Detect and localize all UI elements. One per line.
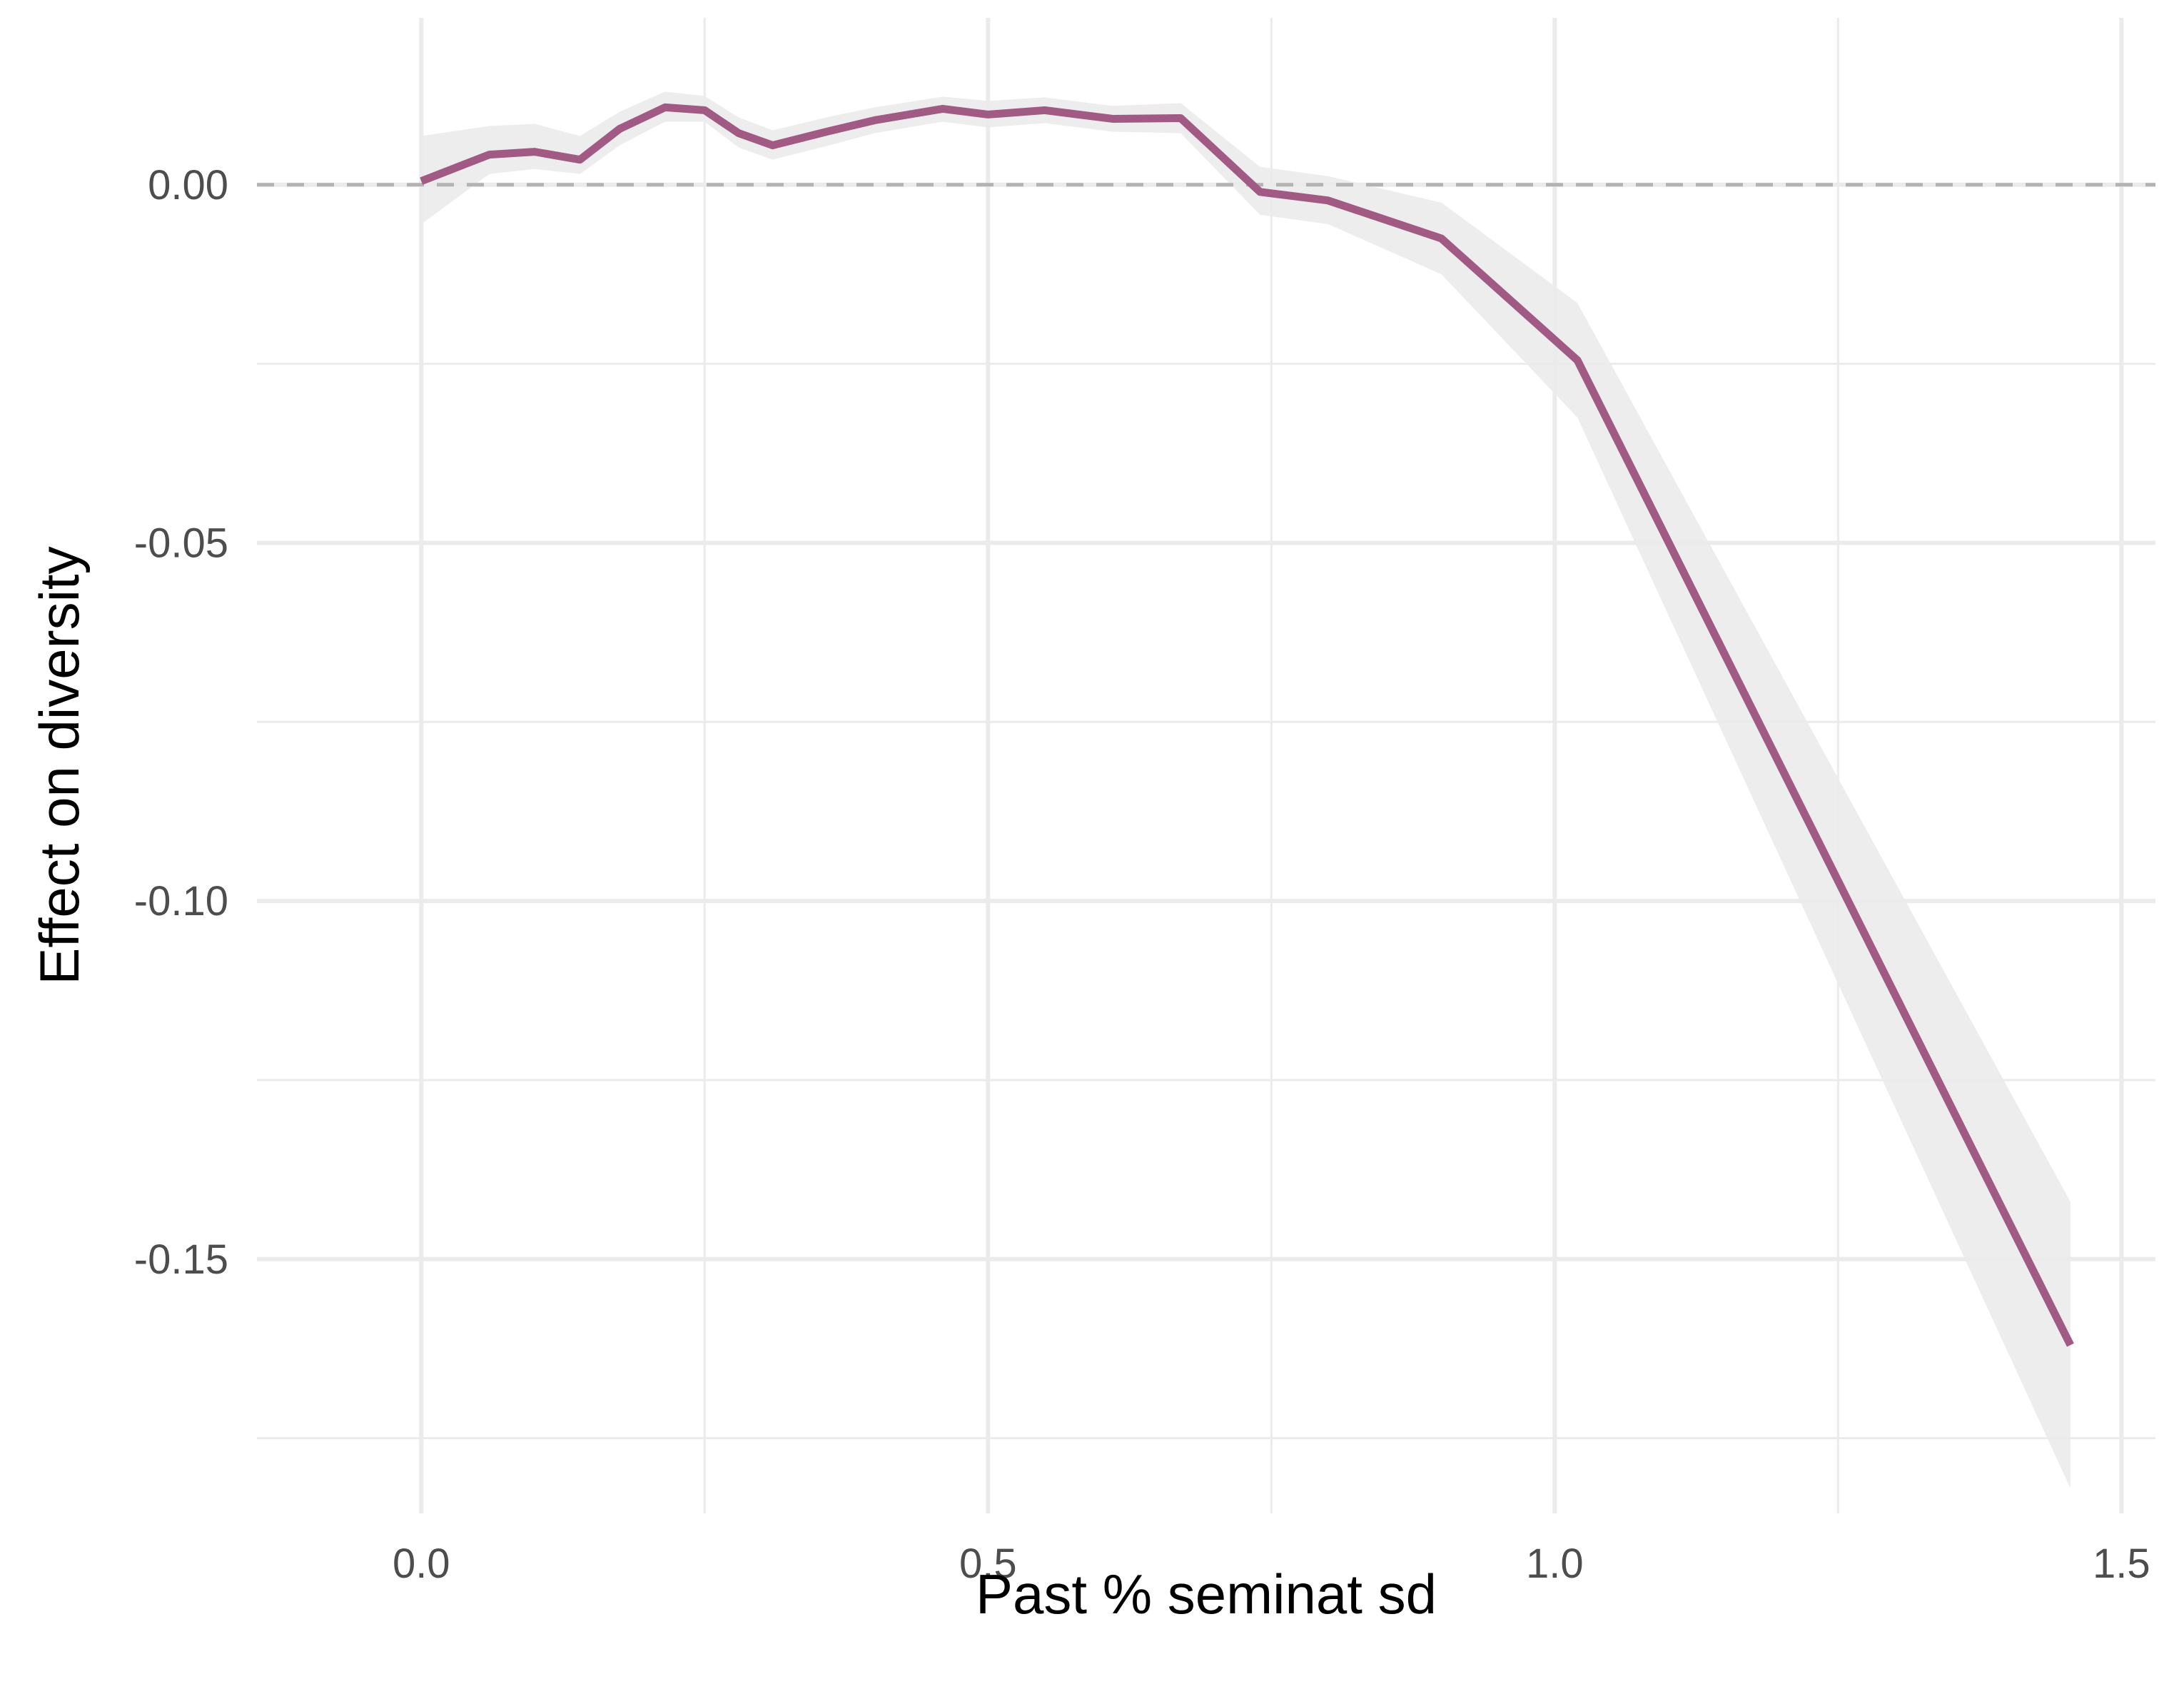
x-tick-label: 0.5 <box>959 1541 1017 1587</box>
y-axis-title: Effect on diversity <box>28 546 91 984</box>
y-tick-label: 0.00 <box>148 162 228 208</box>
series-line-layer <box>420 103 2074 1347</box>
x-axis-title: Past % seminat sd <box>976 1563 1437 1625</box>
confidence-band <box>421 91 2071 1488</box>
confidence-band-layer <box>421 91 2071 1488</box>
tick-labels: 0.0 0.5 1.0 1.5 0.00 -0.05 -0.10 -0.15 <box>134 162 2150 1587</box>
x-tick-label: 0.0 <box>393 1541 450 1587</box>
major-gridlines <box>257 18 2155 1513</box>
x-tick-label: 1.0 <box>1526 1541 1584 1587</box>
minor-gridlines <box>257 18 2155 1513</box>
effect-line <box>420 103 2074 1347</box>
y-tick-label: -0.10 <box>134 878 228 924</box>
y-tick-label: -0.05 <box>134 520 228 566</box>
y-tick-label: -0.15 <box>134 1236 228 1283</box>
x-tick-label: 1.5 <box>2093 1541 2150 1587</box>
